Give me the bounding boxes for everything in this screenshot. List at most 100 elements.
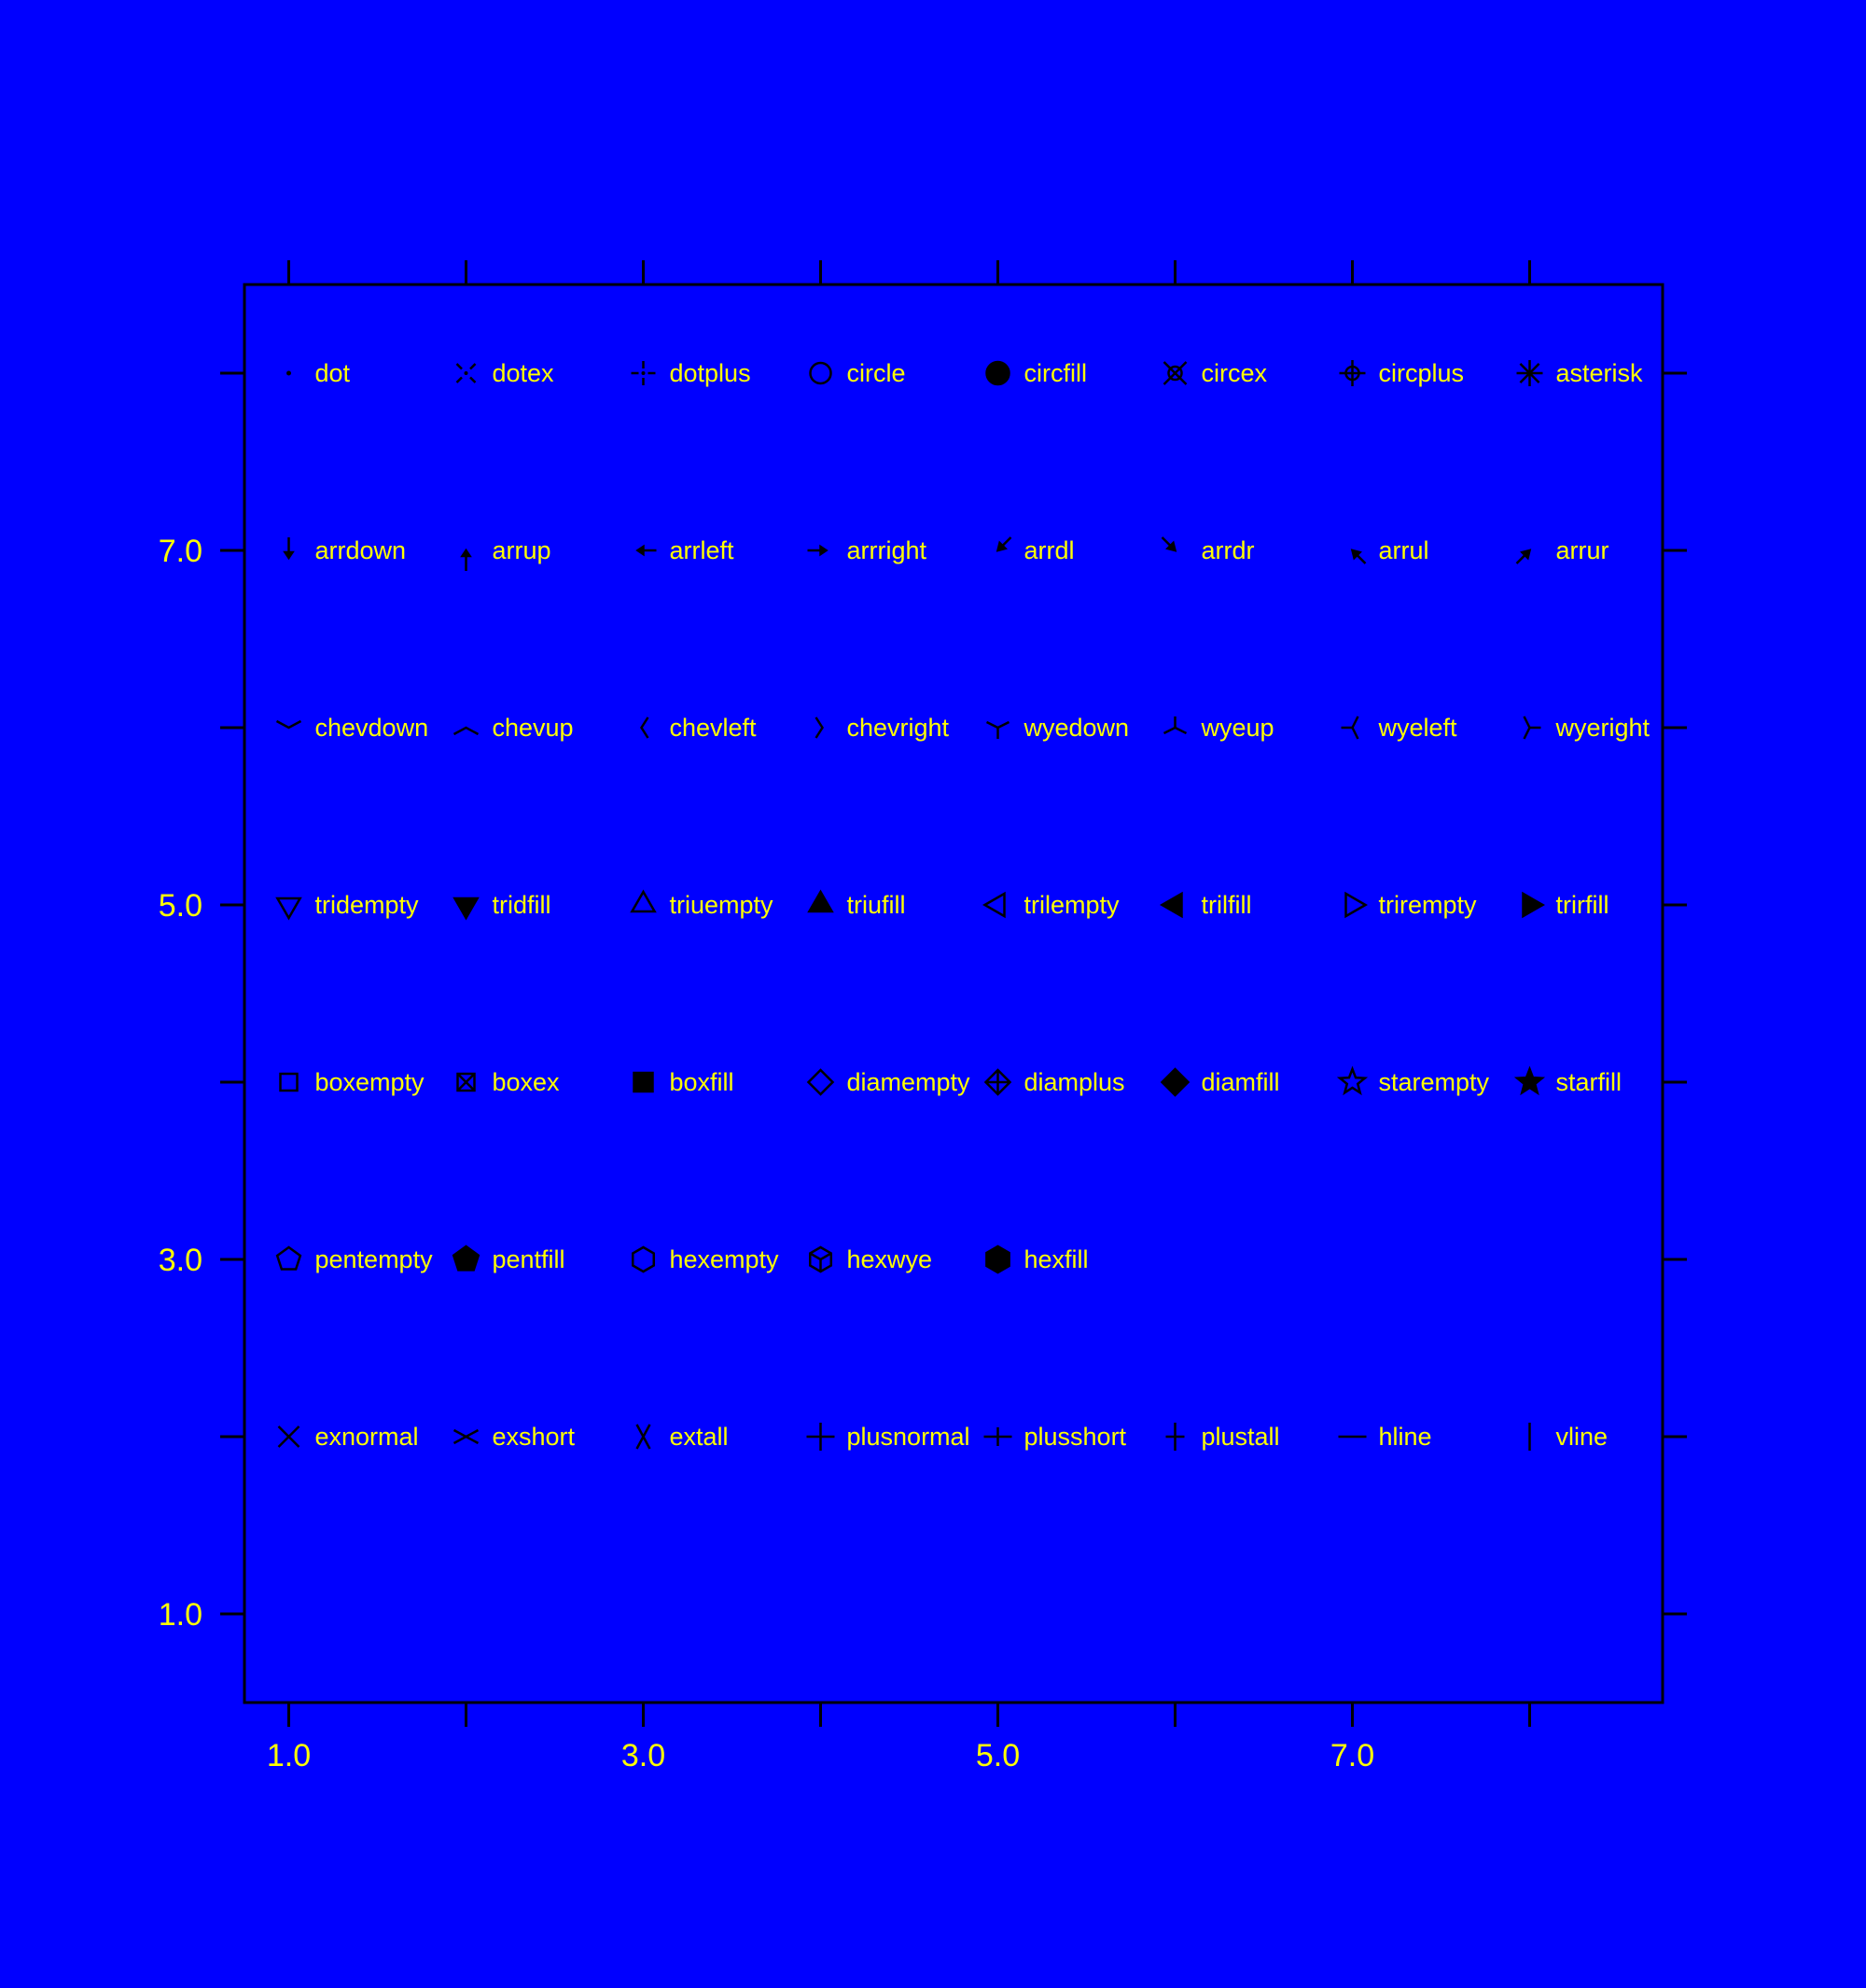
marker-label: boxempty (315, 1068, 425, 1096)
marker-point-hexwye: hexwye (808, 1245, 933, 1273)
marker-point-asterisk: asterisk (1516, 359, 1643, 387)
hexfill-symbol-icon (985, 1244, 1010, 1274)
tridfill-symbol-icon (453, 897, 480, 921)
marker-label: hline (1379, 1423, 1432, 1451)
marker-label: wyeleft (1378, 714, 1458, 742)
chevdown-symbol-icon (275, 719, 302, 730)
marker-label: circplus (1379, 359, 1465, 387)
plusnormal-symbol-icon (806, 1423, 835, 1451)
y-axis-left-ticks (220, 371, 244, 1616)
y-tick-label: 1.0 (159, 1597, 202, 1633)
starempty-symbol-icon (1336, 1065, 1369, 1096)
hexwye-symbol-icon (808, 1245, 833, 1273)
marker-point-chevdown: chevdown (275, 714, 429, 742)
triufill-symbol-icon (807, 889, 834, 913)
marker-label: hexempty (670, 1245, 780, 1273)
marker-label: arrup (493, 536, 551, 564)
marker-point-diamfill: diamfill (1160, 1067, 1280, 1097)
marker-label: arrdr (1202, 536, 1255, 564)
chevleft-symbol-icon (640, 716, 649, 739)
marker-label: chevup (493, 714, 574, 742)
marker-point-hexempty: hexempty (631, 1245, 780, 1273)
y-tick-label: 3.0 (159, 1243, 202, 1278)
marker-point-wyeup: wyeup (1163, 714, 1274, 742)
marker-point-wyeleft: wyeleft (1341, 714, 1458, 742)
marker-point-wyeright: wyeright (1523, 714, 1650, 742)
trirfill-symbol-icon (1522, 891, 1546, 919)
marker-label: wyeup (1201, 714, 1274, 742)
marker-label: trilfill (1202, 891, 1252, 919)
boxfill-symbol-icon (633, 1071, 654, 1093)
marker-point-diamempty: diamempty (806, 1068, 971, 1096)
marker-label: circex (1202, 359, 1268, 387)
marker-point-plusshort: plusshort (983, 1423, 1127, 1451)
diamfill-symbol-icon (1160, 1067, 1191, 1097)
marker-label: boxfill (670, 1068, 734, 1096)
pentempty-symbol-icon (275, 1245, 302, 1271)
arrur-symbol-icon (1515, 549, 1532, 564)
x-axis-top-ticks (287, 260, 1531, 285)
marker-label: dotex (493, 359, 555, 387)
marker-point-arrdr: arrdr (1161, 536, 1255, 564)
marker-label: hexwye (847, 1245, 933, 1273)
marker-point-plustall: plustall (1165, 1423, 1280, 1451)
marker-point-boxempty: boxempty (279, 1068, 425, 1096)
marker-point-triufill: triufill (807, 889, 906, 919)
arrdown-symbol-icon (283, 537, 295, 561)
trilempty-symbol-icon (982, 891, 1006, 919)
marker-point-pentfill: pentfill (452, 1244, 565, 1273)
y-tick-label: 7.0 (159, 534, 202, 569)
x-tick-label: 5.0 (976, 1738, 1020, 1773)
marker-label: boxex (493, 1068, 561, 1096)
circfill-symbol-icon (985, 360, 1010, 386)
marker-label: trirempty (1379, 891, 1478, 919)
marker-point-dot: dot (286, 359, 351, 387)
marker-label: triufill (847, 891, 906, 919)
diamplus-symbol-icon (983, 1068, 1012, 1096)
marker-point-circplus: circplus (1339, 359, 1465, 387)
marker-label: chevdown (315, 714, 429, 742)
marker-point-arrul: arrul (1350, 536, 1429, 564)
marker-point-starfill: starfill (1513, 1065, 1622, 1096)
x-tick-label: 1.0 (267, 1738, 311, 1773)
marker-point-tridempty: tridempty (275, 891, 419, 921)
marker-point-boxfill: boxfill (633, 1068, 734, 1096)
asterisk-symbol-icon (1516, 360, 1543, 386)
marker-label: pentempty (315, 1245, 434, 1273)
marker-label: starempty (1379, 1068, 1490, 1096)
chevup-symbol-icon (453, 726, 480, 736)
marker-point-circle: circle (809, 359, 906, 387)
marker-point-arrdl: arrdl (996, 536, 1075, 564)
marker-point-arrdown: arrdown (283, 536, 406, 564)
marker-point-plusnormal: plusnormal (806, 1423, 970, 1451)
marker-point-chevup: chevup (453, 714, 574, 742)
marker-point-trilempty: trilempty (982, 891, 1120, 919)
marker-point-arrright: arrright (807, 536, 927, 564)
x-tick-label: 3.0 (621, 1738, 665, 1773)
marker-label: arrdl (1024, 536, 1075, 564)
marker-points: dot dotex dotplus circle circfill circex circp… (275, 359, 1650, 1451)
marker-label: plustall (1202, 1423, 1280, 1451)
marker-label: vline (1556, 1423, 1608, 1451)
marker-point-circex: circex (1163, 359, 1268, 387)
marker-label: arrright (847, 536, 927, 564)
circplus-symbol-icon (1339, 360, 1366, 386)
plusshort-symbol-icon (983, 1427, 1012, 1446)
marker-label: diamplus (1024, 1068, 1125, 1096)
arrdl-symbol-icon (996, 536, 1012, 552)
arrul-symbol-icon (1350, 549, 1367, 564)
marker-point-hexfill: hexfill (985, 1244, 1089, 1274)
starfill-symbol-icon (1513, 1065, 1546, 1096)
marker-label: chevleft (670, 714, 758, 742)
marker-label: pentfill (493, 1245, 565, 1273)
marker-label: wyedown (1024, 714, 1130, 742)
x-axis-tick-labels: 1.0 3.0 5.0 7.0 (267, 1738, 1374, 1773)
marker-label: starfill (1556, 1068, 1622, 1096)
marker-label: dot (315, 359, 351, 387)
boxex-symbol-icon (456, 1072, 476, 1092)
marker-point-extall: extall (635, 1423, 729, 1451)
marker-point-chevright: chevright (815, 714, 950, 742)
marker-label: diamempty (847, 1068, 971, 1096)
marker-point-arrur: arrur (1515, 536, 1609, 564)
